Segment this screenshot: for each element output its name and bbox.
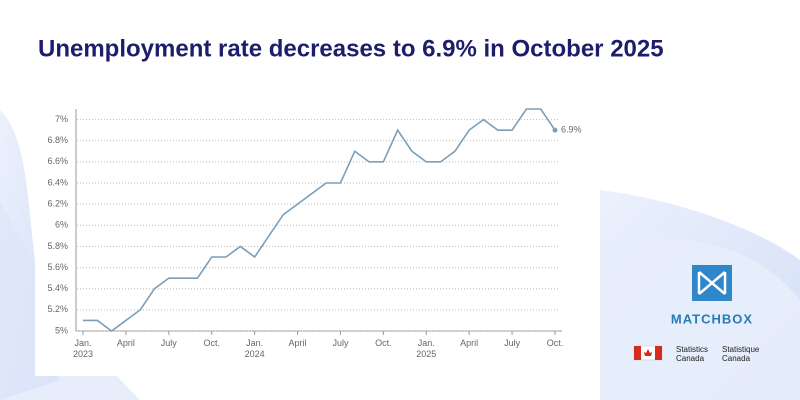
- chart-panel: [35, 98, 600, 376]
- x-tick-label: July: [332, 338, 349, 348]
- x-tick-label: Oct.: [375, 338, 392, 348]
- x-tick-label: Jan. 2025: [416, 338, 437, 359]
- y-tick-label: 6.2%: [47, 199, 68, 209]
- data-line: [83, 108, 556, 332]
- y-tick-label: 5.4%: [47, 283, 68, 293]
- x-tick-label: Jan. 2023: [72, 338, 94, 359]
- y-tick-label: 7%: [55, 114, 68, 124]
- y-tick-label: 6.6%: [47, 156, 68, 166]
- x-tick-label: April: [116, 338, 135, 348]
- y-tick-label: 6%: [55, 220, 68, 230]
- flag-leaf: [644, 349, 652, 356]
- agency-fr: Statistique Canada: [722, 345, 760, 363]
- y-tick-label: 5%: [55, 325, 68, 335]
- y-tick-label: 6.8%: [47, 135, 68, 145]
- x-tick-label: April: [288, 338, 307, 348]
- logo-text: MATCHBOX: [671, 311, 753, 326]
- x-tick-label: July: [160, 338, 177, 348]
- chart-title: Unemployment rate decreases to 6.9% in O…: [38, 35, 664, 62]
- y-tick-label: 5.6%: [47, 262, 68, 272]
- value-label: 6.9%: [561, 125, 582, 135]
- flag-band: [655, 346, 662, 360]
- logo-glyph: [697, 271, 727, 295]
- y-tick-label: 6.4%: [47, 177, 68, 187]
- end-marker: [552, 127, 558, 133]
- x-tick-label: April: [460, 338, 479, 348]
- y-tick-label: 5.8%: [47, 241, 68, 251]
- x-tick-label: Jan. 2024: [244, 338, 265, 359]
- x-tick-label: Oct.: [546, 338, 564, 348]
- y-tick-label: 5.2%: [47, 304, 68, 314]
- agency-en: Statistics Canada: [676, 345, 709, 363]
- x-tick-label: Oct.: [203, 338, 220, 348]
- x-tick-label: July: [504, 338, 521, 348]
- flag-band: [634, 346, 641, 360]
